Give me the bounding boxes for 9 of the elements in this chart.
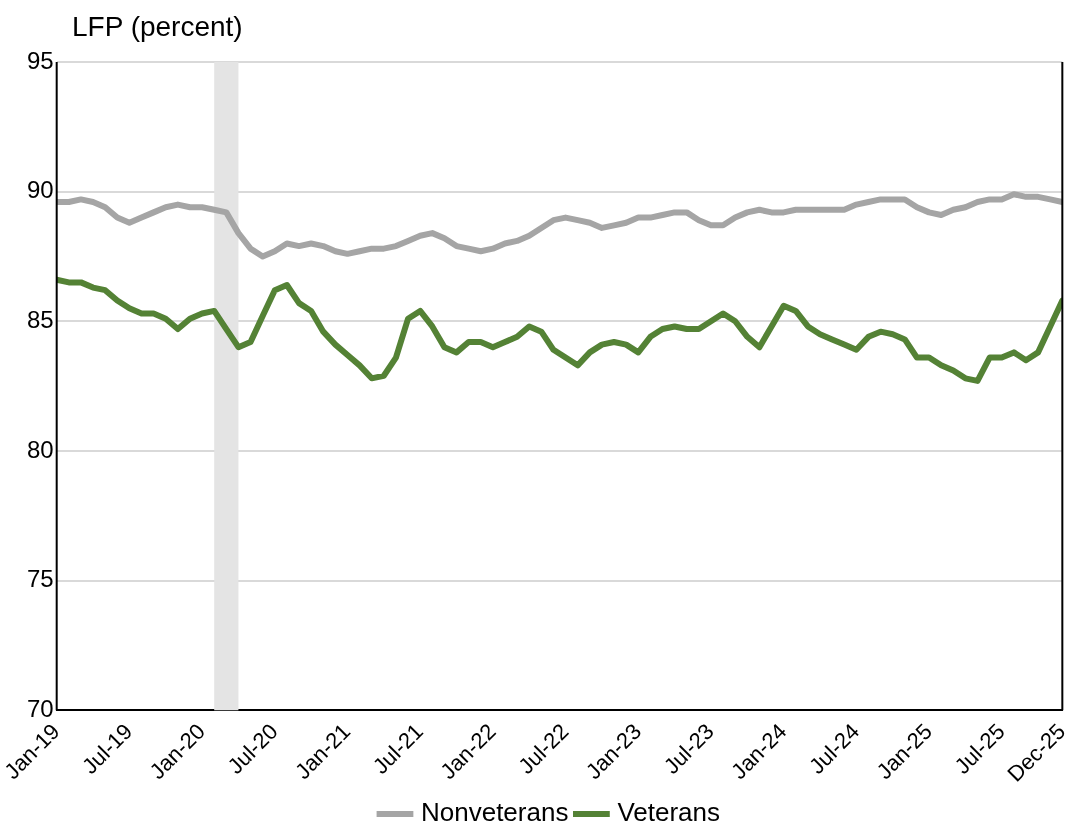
y-tick-label: 90	[26, 176, 54, 204]
y-tick-label: 80	[26, 435, 54, 463]
y-tick-label: 95	[26, 46, 54, 74]
y-tick-label: 70	[26, 694, 54, 722]
legend-label: Nonveterans	[420, 797, 569, 828]
legend-label: Veterans	[617, 797, 721, 828]
y-tick-label: 85	[26, 305, 54, 333]
y-axis-title: LFP (percent)	[72, 10, 243, 42]
y-tick-label: 75	[26, 565, 54, 593]
